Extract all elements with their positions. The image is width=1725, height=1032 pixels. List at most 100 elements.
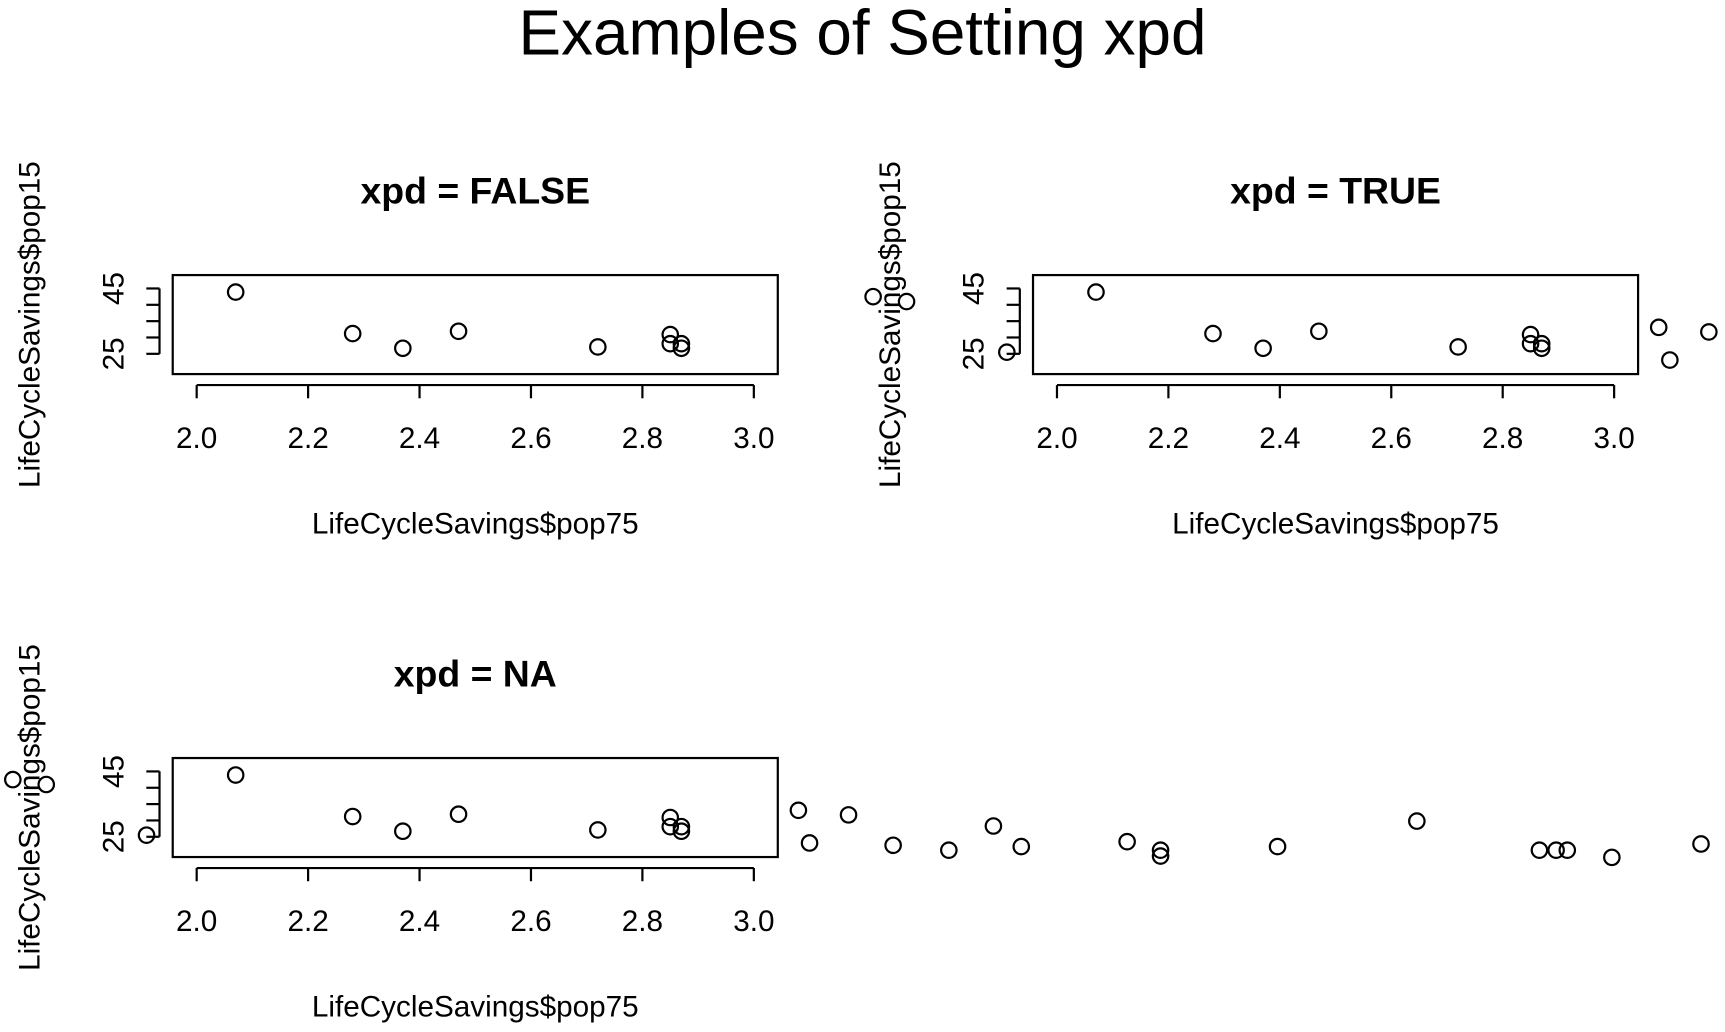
point — [789, 801, 808, 820]
point — [984, 817, 1003, 835]
x-axis-label: LifeCycleSavings$pop75 — [312, 508, 639, 541]
point — [1153, 360, 1168, 375]
x-tick-label: 2.8 — [622, 422, 663, 455]
point — [841, 324, 856, 339]
x-tick-label: 2.0 — [176, 905, 217, 938]
y-tick-label: 45 — [97, 272, 130, 305]
page-title: Examples of Setting xpd — [519, 0, 1207, 68]
y-tick-label: 45 — [97, 755, 130, 788]
panel-title: xpd = TRUE — [1230, 170, 1441, 212]
point — [1547, 841, 1565, 859]
point — [1649, 318, 1668, 337]
point — [1118, 832, 1136, 851]
point — [1119, 351, 1134, 366]
point — [941, 360, 956, 375]
point — [449, 805, 468, 824]
point — [839, 806, 858, 824]
x-tick-label: 3.0 — [733, 905, 774, 938]
x-tick-label: 2.2 — [287, 905, 328, 938]
y-tick-label: 25 — [958, 337, 991, 370]
x-tick-label: 3.0 — [733, 422, 774, 455]
y-tick-label: 25 — [97, 337, 130, 370]
point — [884, 836, 902, 855]
point — [1151, 841, 1170, 859]
point — [897, 292, 916, 311]
point — [672, 334, 691, 353]
x-tick-label: 2.6 — [510, 422, 551, 455]
point — [1532, 339, 1551, 358]
plot-box — [171, 756, 779, 859]
point — [37, 775, 56, 794]
y-axis-label: LifeCycleSavings$pop15 — [14, 644, 47, 971]
point — [226, 283, 245, 301]
point — [802, 352, 817, 367]
point — [394, 339, 412, 358]
point — [672, 817, 691, 836]
point — [1532, 334, 1551, 353]
point — [343, 324, 362, 343]
point — [791, 320, 806, 335]
plot-box — [1031, 273, 1640, 376]
point — [661, 334, 680, 353]
y-axis-label: LifeCycleSavings$pop15 — [14, 161, 47, 488]
point — [672, 822, 691, 841]
point — [4, 770, 22, 789]
point — [1700, 323, 1718, 341]
point — [864, 287, 882, 306]
point — [394, 822, 412, 841]
x-tick-label: 2.2 — [1148, 422, 1189, 455]
point — [1310, 322, 1328, 341]
point — [1014, 356, 1029, 371]
point — [1087, 283, 1105, 301]
point — [226, 766, 245, 784]
point — [1409, 330, 1424, 345]
y-tick-label: 25 — [97, 820, 130, 853]
point — [1532, 360, 1547, 375]
x-tick-label: 2.0 — [1036, 422, 1077, 455]
point — [1558, 841, 1577, 859]
x-tick-label: 2.4 — [399, 422, 440, 455]
y-tick-label: 45 — [958, 272, 991, 305]
x-tick-label: 2.8 — [622, 905, 663, 938]
point — [137, 826, 156, 844]
point — [1204, 324, 1222, 343]
point — [1151, 847, 1170, 865]
point — [661, 325, 680, 344]
x-tick-label: 2.6 — [510, 905, 551, 938]
point — [1693, 353, 1708, 368]
x-tick-label: 2.6 — [1371, 422, 1412, 455]
x-tick-label: 2.0 — [176, 422, 217, 455]
point — [1270, 356, 1285, 371]
x-tick-label: 3.0 — [1593, 422, 1634, 455]
panel-title: xpd = FALSE — [360, 170, 590, 212]
points — [4, 766, 1710, 867]
x-axis-label: LifeCycleSavings$pop75 — [1172, 508, 1499, 541]
point — [1603, 848, 1621, 867]
point — [139, 344, 154, 359]
points — [864, 283, 1718, 369]
points — [139, 283, 1708, 375]
point — [1408, 812, 1426, 830]
point — [1560, 360, 1575, 375]
point — [343, 807, 362, 826]
point — [998, 343, 1016, 361]
point — [672, 339, 691, 358]
y-axis-label: LifeCycleSavings$pop15 — [874, 161, 907, 488]
point — [1521, 325, 1540, 344]
panel-title: xpd = NA — [394, 652, 557, 694]
point — [1692, 835, 1710, 853]
x-tick-label: 2.4 — [1259, 422, 1300, 455]
x-tick-label: 2.4 — [399, 905, 440, 938]
point — [589, 821, 607, 839]
point — [1548, 360, 1563, 375]
x-axis-label: LifeCycleSavings$pop75 — [312, 991, 639, 1024]
plot-box — [171, 273, 779, 376]
point — [1268, 837, 1287, 856]
point — [1661, 351, 1679, 369]
point — [1530, 841, 1549, 859]
point — [449, 322, 468, 341]
point — [800, 834, 819, 852]
point — [661, 817, 680, 836]
point — [940, 841, 958, 859]
